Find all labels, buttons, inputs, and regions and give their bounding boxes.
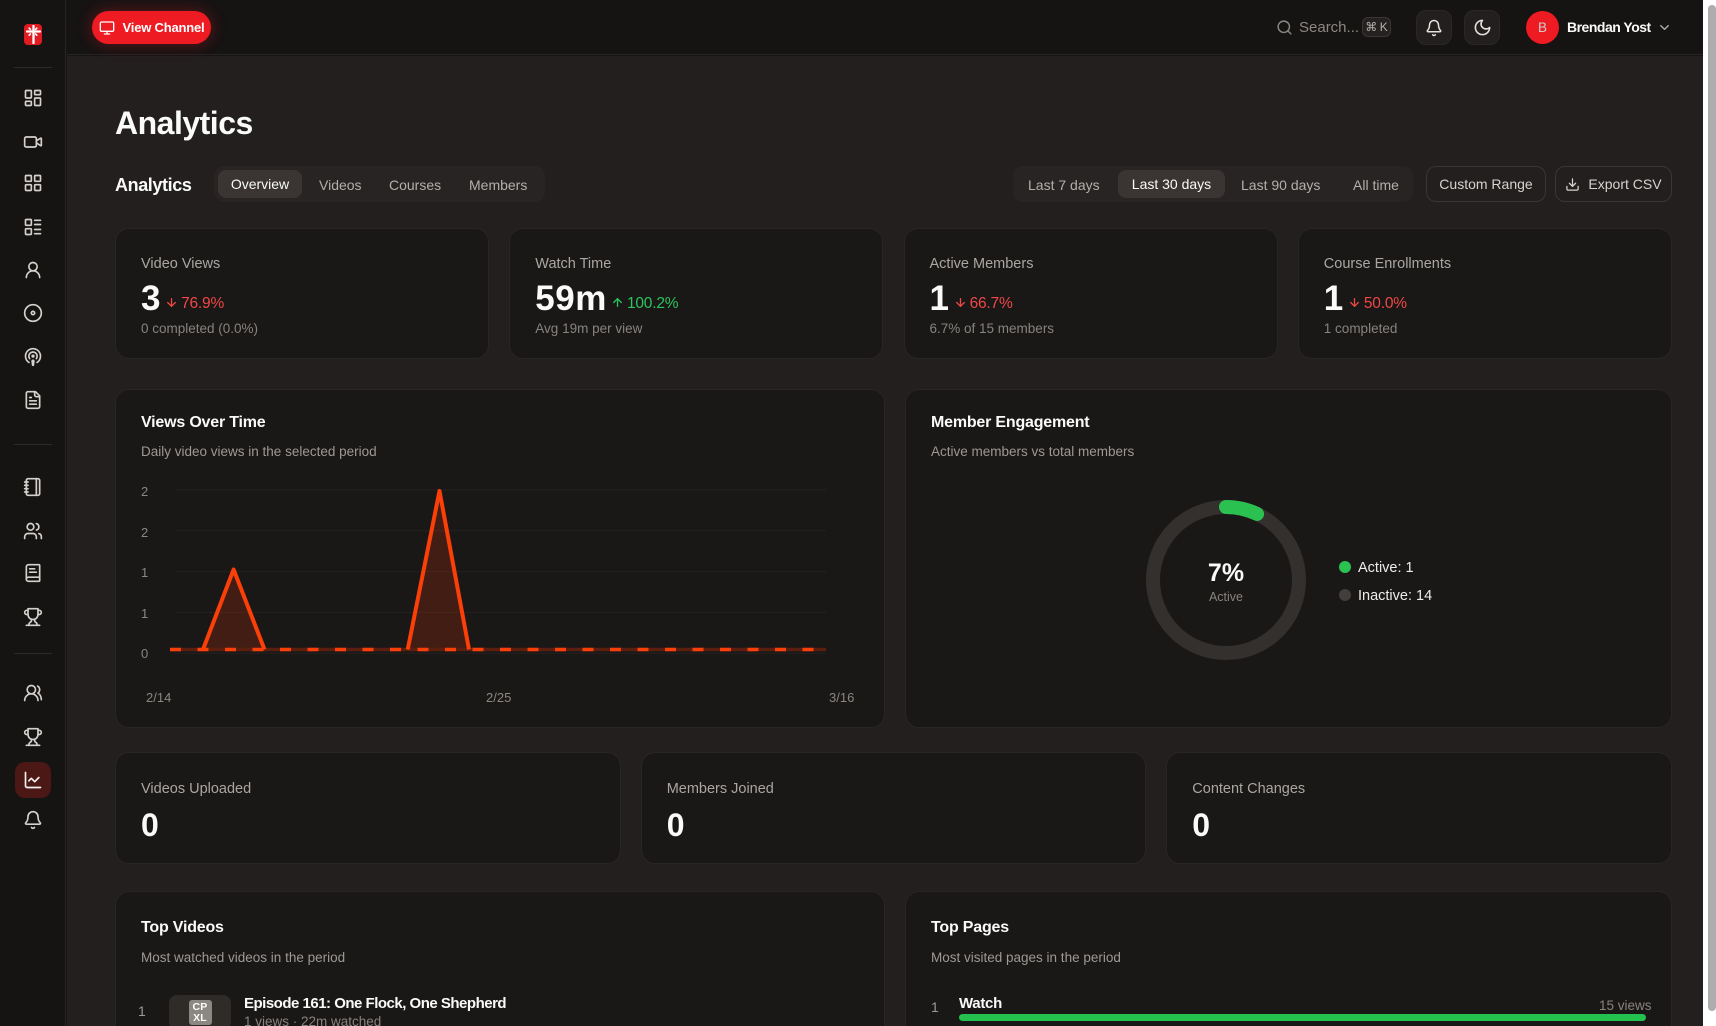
svg-text:2/14: 2/14 xyxy=(146,690,171,705)
svg-text:1: 1 xyxy=(141,565,148,580)
svg-text:1: 1 xyxy=(141,606,148,621)
svg-text:2: 2 xyxy=(141,484,148,499)
svg-text:Inactive: 14: Inactive: 14 xyxy=(1358,588,1432,604)
svg-text:2/25: 2/25 xyxy=(486,690,511,705)
svg-text:2: 2 xyxy=(141,525,148,540)
svg-text:0: 0 xyxy=(141,646,148,661)
svg-text:Active: 1: Active: 1 xyxy=(1358,560,1414,576)
svg-text:7%: 7% xyxy=(1208,559,1244,587)
svg-text:Active: Active xyxy=(1209,590,1243,604)
svg-text:3/16: 3/16 xyxy=(829,690,854,705)
